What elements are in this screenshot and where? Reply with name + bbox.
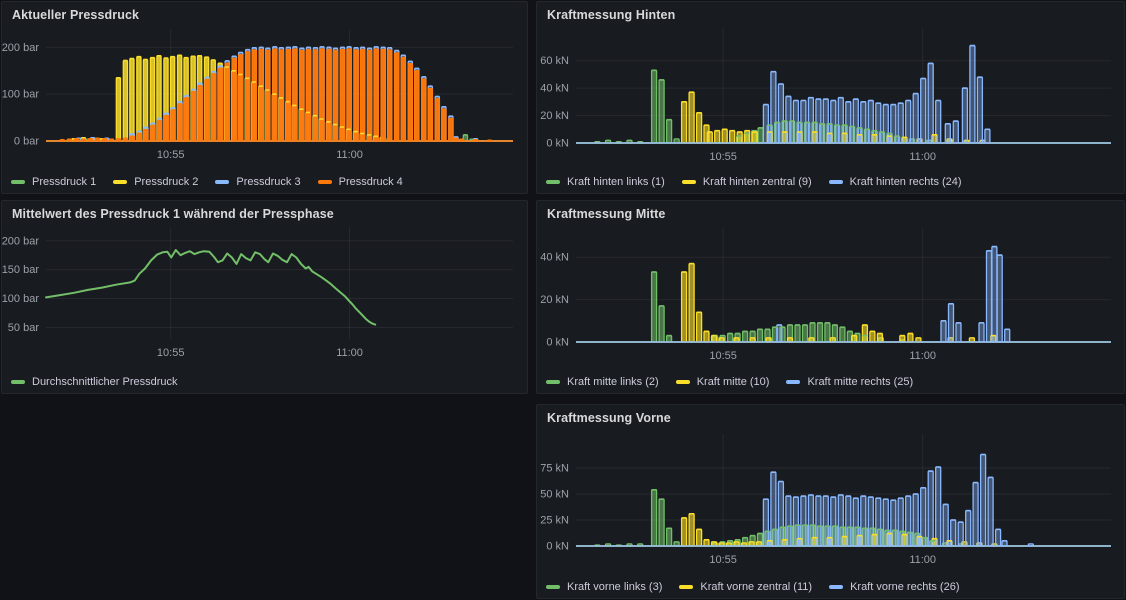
- legend-item[interactable]: Kraft hinten rechts (24): [828, 176, 962, 188]
- mittelwert-chart[interactable]: 50 bar 100 bar 150 bar 200 bar 10:55 11:00: [2, 201, 527, 393]
- legend-item[interactable]: Pressdruck 3: [215, 176, 301, 188]
- legend-item[interactable]: Kraft vorne zentral (11): [679, 581, 812, 593]
- series-color-swatch: [11, 180, 25, 184]
- series-color-swatch: [546, 180, 560, 184]
- legend-item[interactable]: Kraft hinten zentral (9): [681, 176, 812, 188]
- svg-text:10:55: 10:55: [709, 554, 737, 566]
- legend-item-label: Pressdruck 3: [236, 176, 301, 188]
- series-color-swatch: [679, 585, 694, 589]
- legend-item[interactable]: Durchschnittlicher Pressdruck: [11, 376, 178, 388]
- legend-item-label: Pressdruck 2: [134, 176, 199, 188]
- series-color-swatch: [828, 180, 843, 184]
- chart-canvas[interactable]: 0 kN 20 kN 40 kN 10:55 11:00: [537, 201, 1124, 393]
- legend: Kraft vorne links (3) Kraft vorne zentral…: [546, 581, 1118, 593]
- svg-text:100 bar: 100 bar: [2, 293, 39, 305]
- legend-item[interactable]: Pressdruck 4: [317, 176, 403, 188]
- svg-text:60 kN: 60 kN: [540, 55, 569, 67]
- panel-title[interactable]: Kraftmessung Hinten: [547, 8, 676, 22]
- panel-kraftmessung-mitte: Kraftmessung Mitte 0 kN 20 kN 40 kN 10:55 11…: [536, 200, 1125, 394]
- svg-text:200 bar: 200 bar: [2, 235, 39, 247]
- svg-text:11:00: 11:00: [336, 347, 363, 359]
- panel-title[interactable]: Kraftmessung Mitte: [547, 207, 666, 221]
- svg-text:0 kN: 0 kN: [546, 138, 569, 150]
- legend-item-label: Kraft vorne zentral (11): [700, 581, 813, 593]
- panel-kraftmessung-vorne: Kraftmessung Vorne 0 kN 25 kN 50 kN 75 kN 10…: [536, 404, 1125, 599]
- svg-text:40 kN: 40 kN: [540, 252, 569, 264]
- legend-item-label: Pressdruck 1: [32, 176, 97, 188]
- svg-text:11:00: 11:00: [336, 149, 363, 161]
- svg-text:50 kN: 50 kN: [540, 489, 569, 501]
- chart-canvas[interactable]: 0 bar 100 bar 200 bar 10:55 11:00: [2, 2, 527, 193]
- series-color-swatch: [215, 180, 230, 184]
- legend-item[interactable]: Pressdruck 2: [113, 176, 198, 188]
- panel-aktueller-pressdruck: Aktueller Pressdruck 0 bar 100 bar 200 bar…: [1, 1, 528, 194]
- svg-text:11:00: 11:00: [909, 554, 936, 566]
- pressdruck-chart[interactable]: 0 bar 100 bar 200 bar 10:55 11:00: [2, 2, 527, 193]
- series-color-swatch: [786, 380, 801, 384]
- legend: Pressdruck 1 Pressdruck 2 Pressdruck 3 Pres…: [11, 176, 521, 188]
- svg-text:10:55: 10:55: [157, 149, 185, 161]
- kraft-mitte-chart[interactable]: 0 kN 20 kN 40 kN 10:55 11:00: [537, 201, 1124, 393]
- series-color-swatch: [113, 180, 128, 184]
- svg-text:40 kN: 40 kN: [540, 83, 569, 95]
- kraft-hinten-chart[interactable]: 0 kN 20 kN 40 kN 60 kN 10:55 11:00: [537, 2, 1124, 193]
- svg-text:11:00: 11:00: [909, 151, 936, 163]
- legend-item[interactable]: Kraft mitte rechts (25): [786, 376, 913, 388]
- legend: Durchschnittlicher Pressdruck: [11, 376, 521, 388]
- panel-title[interactable]: Kraftmessung Vorne: [547, 411, 671, 425]
- legend-item-label: Kraft hinten rechts (24): [849, 176, 962, 188]
- series-color-swatch: [829, 585, 844, 589]
- series-color-swatch: [675, 380, 690, 384]
- legend-item-label: Pressdruck 4: [338, 176, 403, 188]
- svg-text:0 bar: 0 bar: [14, 136, 39, 148]
- series-color-swatch: [11, 380, 25, 384]
- svg-text:10:55: 10:55: [157, 347, 185, 359]
- legend-item[interactable]: Kraft vorne links (3): [546, 581, 662, 593]
- legend: Kraft mitte links (2) Kraft mitte (10) Kra…: [546, 376, 1118, 388]
- legend: Kraft hinten links (1) Kraft hinten zentr…: [546, 176, 1118, 188]
- svg-text:10:55: 10:55: [709, 151, 737, 163]
- svg-text:100 bar: 100 bar: [2, 89, 39, 101]
- legend-item-label: Kraft hinten links (1): [567, 176, 665, 188]
- panel-mittelwert-pressdruck: Mittelwert des Pressdruck 1 während der …: [1, 200, 528, 394]
- svg-text:50 bar: 50 bar: [8, 322, 40, 334]
- svg-text:0 kN: 0 kN: [546, 541, 569, 553]
- svg-text:20 kN: 20 kN: [540, 294, 569, 306]
- svg-text:200 bar: 200 bar: [2, 42, 39, 54]
- series-color-swatch: [546, 585, 560, 589]
- panel-kraftmessung-hinten: Kraftmessung Hinten 0 kN 20 kN 40 kN 60 kN 1…: [536, 1, 1125, 194]
- legend-item-label: Kraft mitte rechts (25): [807, 376, 914, 388]
- legend-item-label: Kraft mitte (10): [696, 376, 770, 388]
- legend-item[interactable]: Kraft mitte links (2): [546, 376, 659, 388]
- series-color-swatch: [681, 180, 696, 184]
- svg-text:150 bar: 150 bar: [2, 264, 39, 276]
- svg-text:11:00: 11:00: [909, 350, 936, 362]
- legend-item[interactable]: Kraft mitte (10): [675, 376, 770, 388]
- legend-item-label: Kraft hinten zentral (9): [702, 176, 812, 188]
- panel-title[interactable]: Mittelwert des Pressdruck 1 während der …: [12, 207, 334, 221]
- legend-item[interactable]: Kraft hinten links (1): [546, 176, 665, 188]
- svg-text:10:55: 10:55: [709, 350, 737, 362]
- kraft-vorne-chart[interactable]: 0 kN 25 kN 50 kN 75 kN 10:55 11:00: [537, 405, 1124, 598]
- chart-canvas[interactable]: 0 kN 20 kN 40 kN 60 kN 10:55 11:00: [537, 2, 1124, 193]
- series-color-swatch: [317, 180, 332, 184]
- legend-item-label: Durchschnittlicher Pressdruck: [32, 376, 178, 388]
- legend-item-label: Kraft vorne links (3): [567, 581, 663, 593]
- legend-item-label: Kraft vorne rechts (26): [850, 581, 960, 593]
- legend-item[interactable]: Pressdruck 1: [11, 176, 96, 188]
- svg-text:0 kN: 0 kN: [546, 337, 569, 349]
- series-color-swatch: [546, 380, 560, 384]
- legend-item-label: Kraft mitte links (2): [567, 376, 659, 388]
- legend-item[interactable]: Kraft vorne rechts (26): [829, 581, 960, 593]
- svg-text:20 kN: 20 kN: [540, 110, 569, 122]
- chart-canvas[interactable]: 50 bar 100 bar 150 bar 200 bar 10:55 11:00: [2, 201, 527, 393]
- panel-title[interactable]: Aktueller Pressdruck: [12, 8, 140, 22]
- svg-text:75 kN: 75 kN: [540, 463, 569, 475]
- chart-canvas[interactable]: 0 kN 25 kN 50 kN 75 kN 10:55 11:00: [537, 405, 1124, 598]
- svg-text:25 kN: 25 kN: [540, 515, 569, 527]
